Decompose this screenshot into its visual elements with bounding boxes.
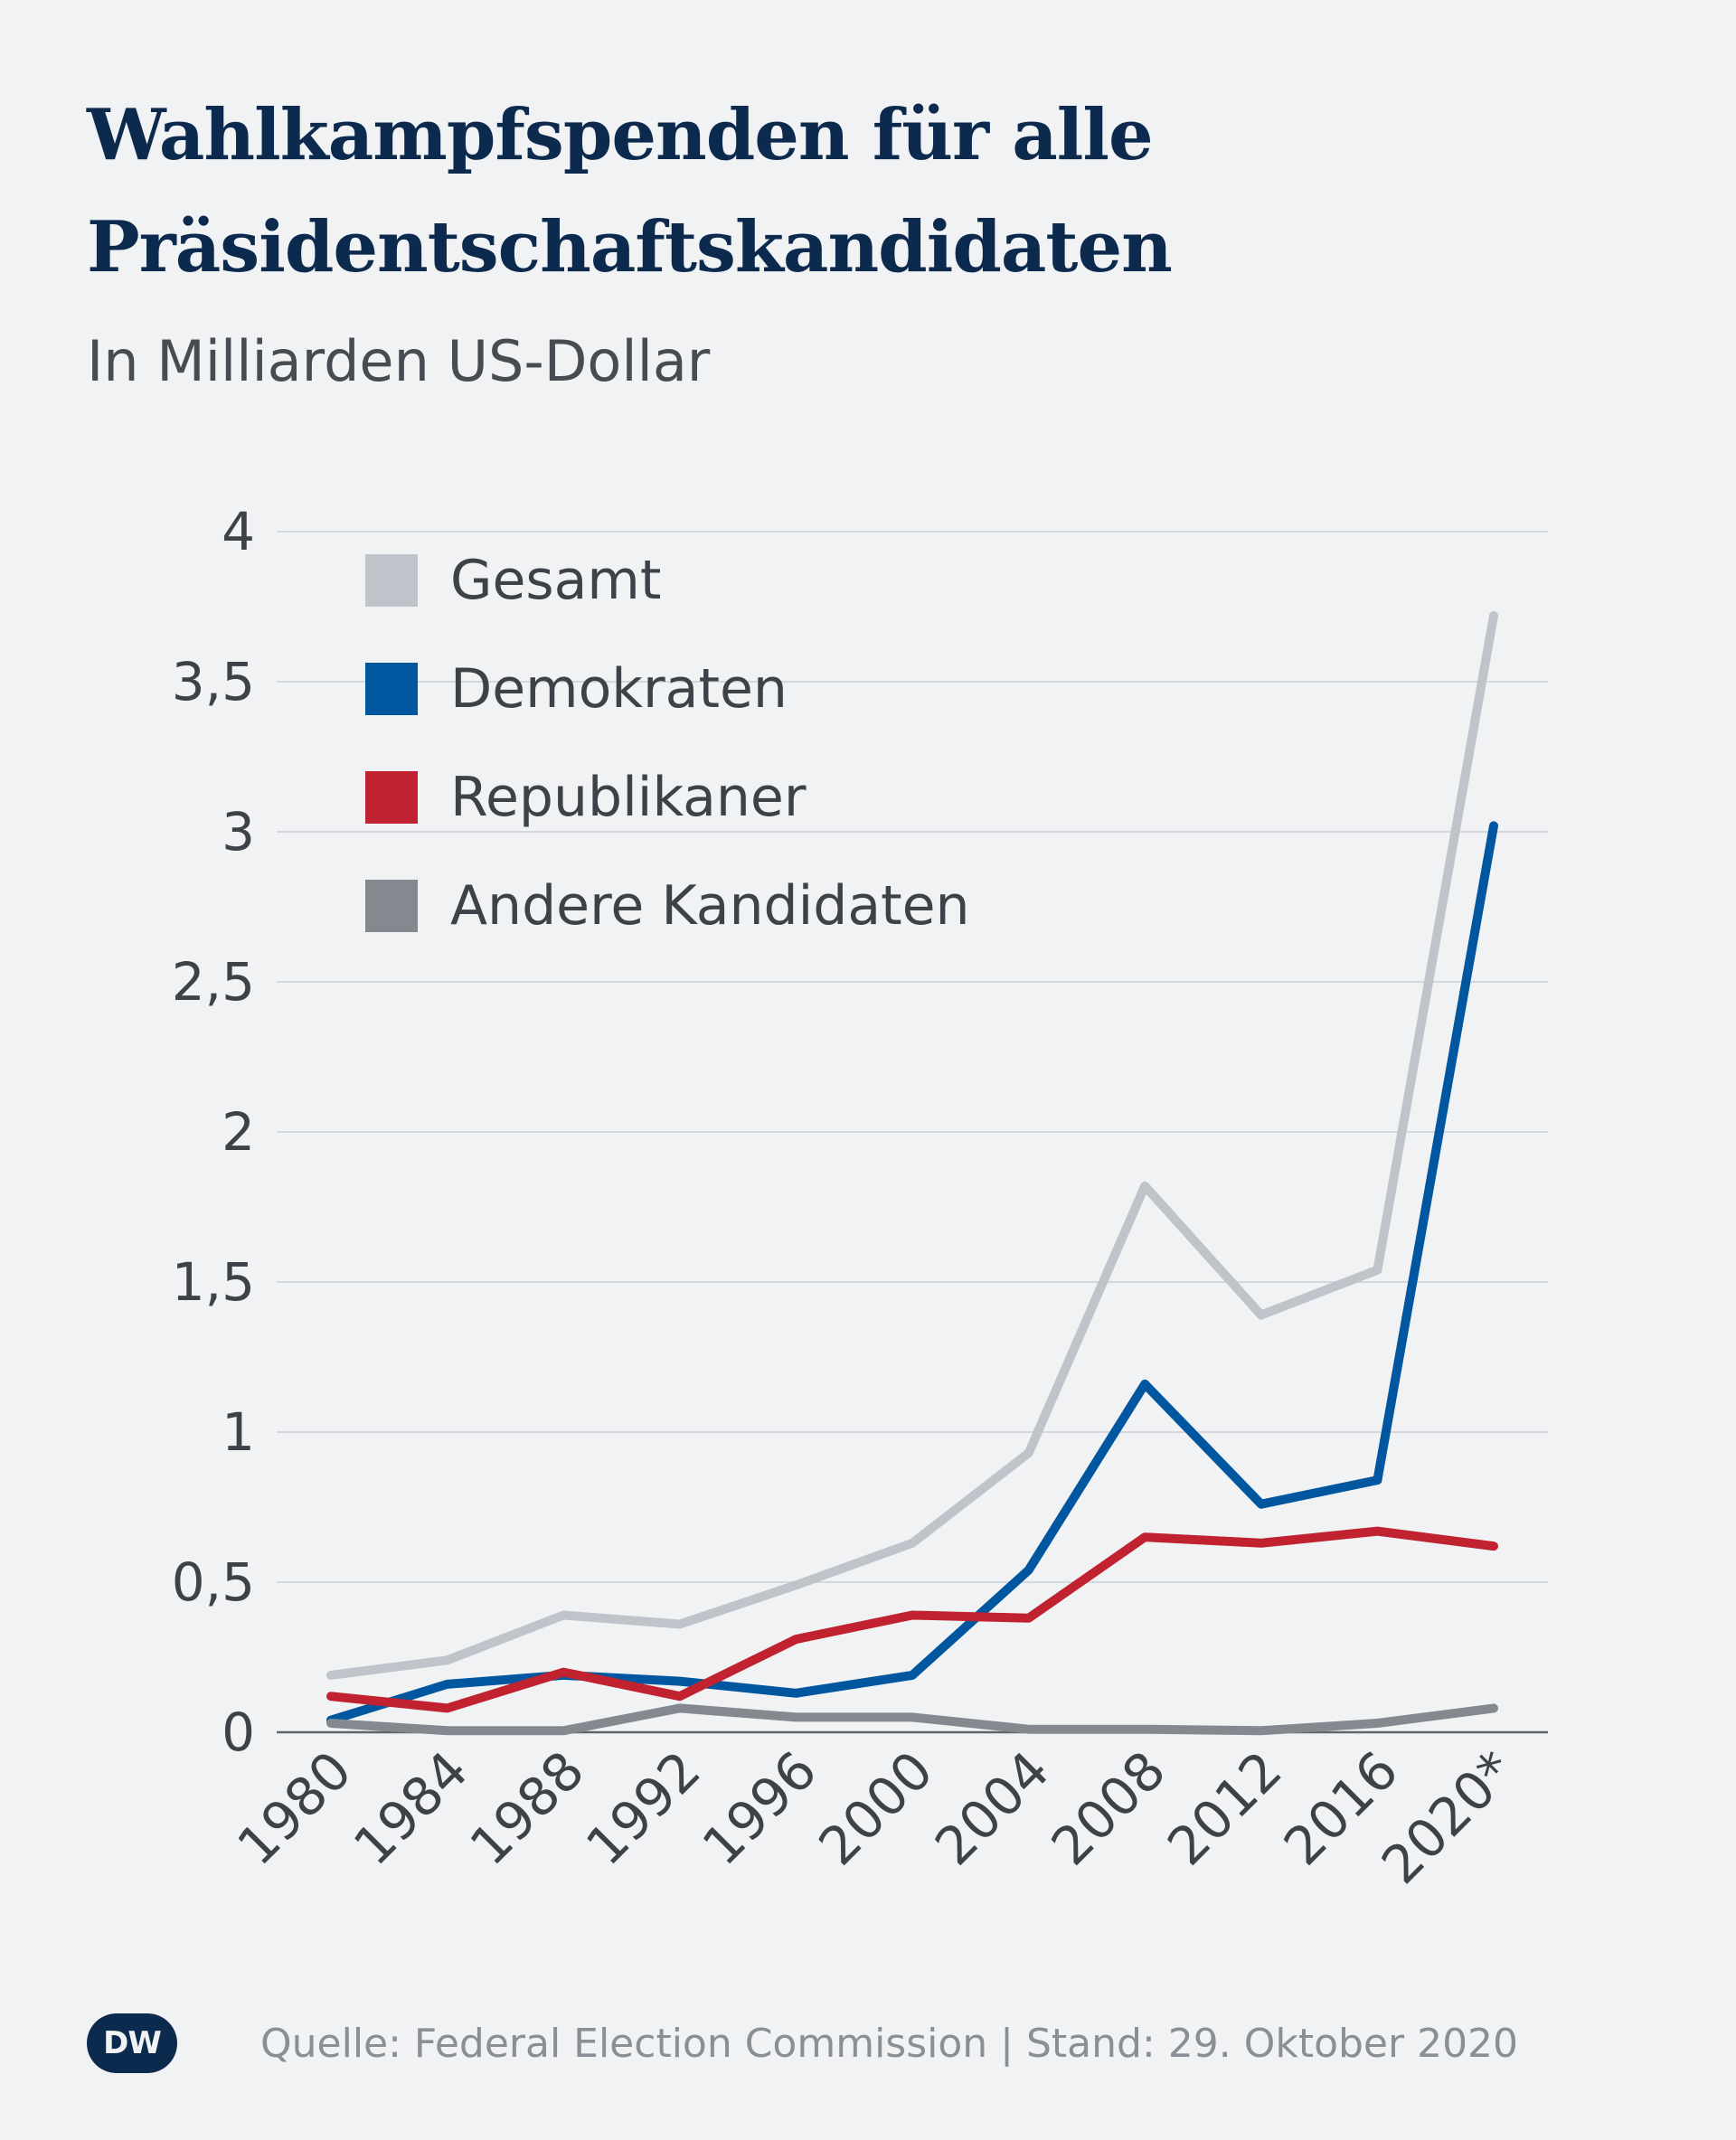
x-tick-label: 2012 [1156,1739,1293,1877]
x-tick-label: 1992 [574,1739,712,1877]
legend-item-demokraten: Demokraten [365,657,970,721]
series-line-republikaner [326,1526,1498,1713]
footer: DW Quelle: Federal Election Commission |… [87,2011,1518,2076]
x-tick-label: 2008 [1040,1739,1177,1877]
source-note: Quelle: Federal Election Commission | St… [260,2020,1519,2067]
series-line-andere-kandidaten [326,1703,1498,1736]
y-tick-label: 3,5 [172,651,255,712]
x-tick-label: 1996 [691,1739,828,1877]
legend-swatch [365,771,418,824]
x-tick-label: 2020* [1370,1739,1526,1896]
legend-item-gesamt: Gesamt [365,549,970,612]
x-axis-ticks: 1980198419881992199620002004200820122016… [225,1739,1525,1896]
legend-swatch [365,663,418,715]
chart-subtitle: In Milliarden US-Dollar [87,328,711,394]
dw-logo[interactable]: DW [87,2013,177,2073]
y-tick-label: 2 [222,1101,255,1163]
legend-label: Andere Kandidaten [450,874,970,938]
chart-title: Wahlkampfspenden für alle Präsidentschaf… [87,94,1173,288]
y-tick-label: 3 [222,801,255,863]
x-tick-label: 1984 [342,1739,479,1877]
x-tick-label: 1988 [458,1739,596,1877]
y-tick-label: 1,5 [172,1251,255,1313]
legend-swatch [365,554,418,607]
series-line-demokraten [326,821,1498,1725]
series-lines [326,611,1498,1736]
y-tick-label: 1 [222,1401,255,1463]
x-tick-label: 2004 [923,1739,1061,1877]
y-tick-label: 0 [222,1702,255,1763]
y-tick-label: 0,5 [172,1551,255,1613]
legend: Gesamt Demokraten Republikaner Andere Kandi… [365,549,970,987]
legend-swatch [365,880,418,932]
legend-item-andere-kandidaten: Andere Kandidaten [365,874,970,938]
legend-label: Demokraten [450,657,788,721]
y-tick-label: 2,5 [172,951,255,1013]
x-tick-label: 2000 [807,1739,944,1877]
legend-label: Gesamt [450,549,662,612]
legend-label: Republikaner [450,766,807,829]
y-axis-ticks: 0 0,5 1 1,5 2 2,5 3 3,5 4 [172,501,255,1763]
y-tick-label: 4 [222,501,255,562]
legend-item-republikaner: Republikaner [365,766,970,829]
series-line-gesamt [326,611,1498,1680]
